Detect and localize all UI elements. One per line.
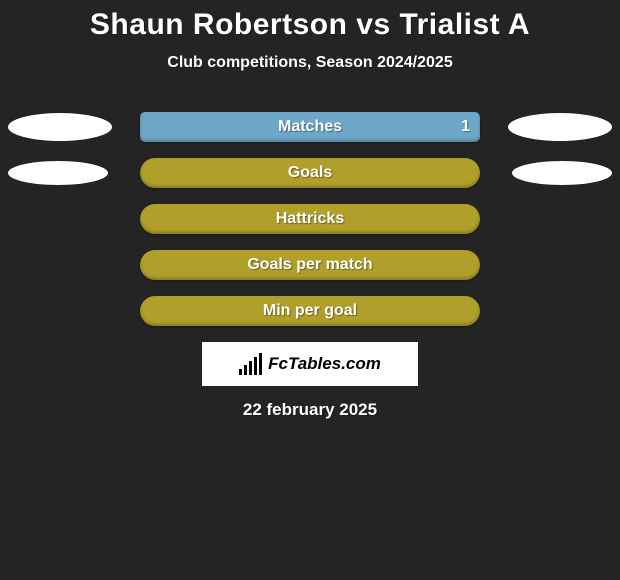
stat-label: Goals	[140, 158, 480, 188]
logo-box: FcTables.com	[202, 342, 418, 386]
stat-row: Hattricks	[0, 204, 620, 234]
stat-row: Min per goal	[0, 296, 620, 326]
stat-rows: Matches1 Goals Hattricks Goals per match Min…	[0, 112, 620, 326]
right-shape-icon	[508, 113, 612, 141]
stat-row: Goals per match	[0, 250, 620, 280]
left-shape-icon	[8, 161, 108, 185]
stat-label: Hattricks	[140, 204, 480, 234]
stat-value-right: 1	[461, 112, 470, 142]
logo-bars-icon	[239, 353, 262, 375]
left-shape-icon	[8, 113, 112, 141]
logo-text: FcTables.com	[268, 354, 381, 374]
date-text: 22 february 2025	[0, 400, 620, 420]
stat-label: Matches	[140, 112, 480, 142]
stat-label: Goals per match	[140, 250, 480, 280]
page-title: Shaun Robertson vs Trialist A	[0, 0, 620, 42]
stat-label: Min per goal	[140, 296, 480, 326]
comparison-infographic: Shaun Robertson vs Trialist A Club compe…	[0, 0, 620, 580]
stat-row: Goals	[0, 158, 620, 188]
right-shape-icon	[512, 161, 612, 185]
subtitle: Club competitions, Season 2024/2025	[0, 54, 620, 72]
stat-row: Matches1	[0, 112, 620, 142]
